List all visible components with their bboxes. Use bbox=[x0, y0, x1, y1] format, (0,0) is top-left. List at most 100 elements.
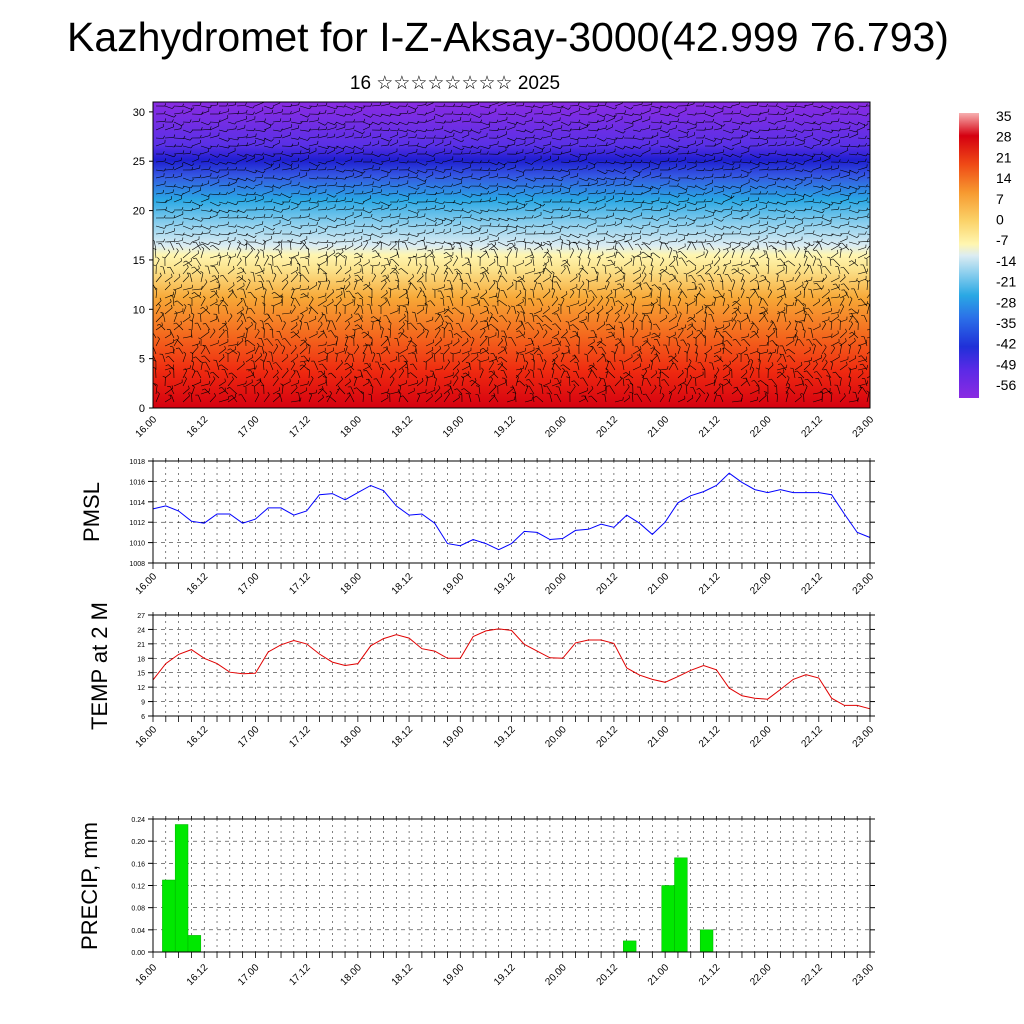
wind-barb bbox=[775, 248, 778, 259]
wind-barb-flag bbox=[698, 283, 702, 285]
wind-barb-flag bbox=[713, 138, 717, 142]
wind-barb bbox=[816, 249, 823, 259]
wind-barb-flag bbox=[524, 136, 527, 140]
wind-barb bbox=[794, 137, 804, 142]
wind-barb bbox=[452, 145, 463, 151]
wind-barb-flag bbox=[631, 112, 634, 116]
wind-barb bbox=[569, 250, 575, 259]
wind-barb bbox=[218, 145, 229, 149]
wind-barb bbox=[596, 324, 605, 331]
wind-barb-flag bbox=[416, 171, 419, 174]
wind-barb-flag bbox=[335, 335, 339, 338]
wind-barb-flag bbox=[353, 125, 355, 129]
wind-barb bbox=[389, 289, 392, 299]
wind-barb-flag bbox=[541, 166, 543, 170]
wind-barb bbox=[281, 282, 289, 291]
wind-barb bbox=[578, 126, 588, 131]
wind-barb bbox=[740, 121, 750, 125]
wind-barb-flag bbox=[634, 243, 638, 245]
wind-barb-flag bbox=[325, 150, 327, 154]
wind-barb bbox=[569, 225, 578, 227]
wind-barb-flag bbox=[435, 222, 437, 226]
wind-barb-flag bbox=[182, 237, 184, 241]
wind-barb bbox=[153, 332, 157, 339]
wind-barb bbox=[344, 169, 353, 172]
wind-barb-flag bbox=[397, 128, 400, 132]
wind-barb-flag bbox=[468, 112, 471, 116]
wind-barb-flag bbox=[299, 274, 303, 277]
wind-barb-flag bbox=[768, 245, 772, 248]
wind-barb bbox=[812, 209, 823, 214]
wind-barb bbox=[605, 292, 613, 299]
wind-barb bbox=[688, 260, 697, 267]
wind-barb bbox=[353, 129, 363, 134]
wind-barb-flag bbox=[758, 230, 760, 234]
wind-barb bbox=[740, 225, 750, 228]
wind-barb bbox=[758, 153, 769, 156]
wind-barb-flag bbox=[551, 130, 555, 133]
wind-barb-flag bbox=[769, 340, 773, 342]
wind-barb-flag bbox=[606, 297, 610, 300]
wind-barb bbox=[587, 231, 597, 235]
wind-barb-flag bbox=[490, 312, 493, 315]
wind-barb-flag bbox=[668, 167, 671, 171]
wind-barb bbox=[299, 288, 309, 291]
wind-barb-flag bbox=[865, 184, 868, 188]
wind-barb bbox=[623, 209, 632, 213]
wind-barb bbox=[560, 299, 565, 307]
wind-barb-flag bbox=[424, 222, 427, 226]
wind-barb bbox=[263, 185, 273, 188]
wind-barb-flag bbox=[632, 146, 635, 149]
wind-barb bbox=[272, 129, 281, 132]
wind-barb bbox=[587, 248, 592, 259]
wind-barb-flag bbox=[572, 289, 575, 293]
wind-barb-flag bbox=[391, 267, 395, 270]
wind-barb-flag bbox=[603, 177, 606, 180]
wind-barb-flag bbox=[353, 119, 355, 123]
wind-barb-flag bbox=[381, 205, 383, 209]
wind-barb-flag bbox=[506, 243, 510, 247]
wind-barb-flag bbox=[201, 285, 203, 289]
wind-barb-flag bbox=[324, 254, 328, 257]
wind-barb bbox=[542, 129, 553, 133]
wind-barb-flag bbox=[221, 296, 225, 300]
wind-barb bbox=[533, 137, 542, 140]
wind-barb bbox=[857, 225, 868, 229]
wind-barb bbox=[671, 273, 679, 283]
wind-barb bbox=[545, 324, 553, 331]
wind-barb bbox=[767, 291, 772, 299]
wind-barb-flag bbox=[404, 320, 408, 322]
wind-barb-flag bbox=[197, 250, 199, 254]
wind-barb bbox=[668, 209, 677, 212]
wind-barb bbox=[227, 232, 237, 235]
wind-barb-flag bbox=[274, 339, 278, 341]
wind-barb bbox=[371, 113, 381, 117]
wind-barb-flag bbox=[849, 193, 852, 197]
wind-barb-flag bbox=[168, 281, 171, 285]
wind-barb bbox=[596, 113, 605, 118]
wind-barb bbox=[830, 225, 839, 229]
wind-barb-flag bbox=[298, 190, 300, 194]
wind-barb bbox=[614, 290, 617, 299]
wind-barb bbox=[218, 233, 229, 236]
wind-barb bbox=[677, 200, 688, 203]
wind-barb bbox=[236, 127, 245, 131]
wind-barb bbox=[578, 301, 587, 307]
wind-barb bbox=[713, 268, 720, 275]
wind-barb bbox=[443, 175, 451, 179]
wind-barb bbox=[449, 296, 454, 307]
wind-barb bbox=[488, 161, 497, 166]
wind-barb-flag bbox=[811, 127, 814, 131]
wind-barb-flag bbox=[702, 119, 705, 123]
wind-barb bbox=[587, 217, 595, 221]
wind-barb-flag bbox=[290, 231, 292, 235]
wind-barb-flag bbox=[190, 199, 192, 203]
wind-barb bbox=[767, 322, 774, 331]
wind-barb bbox=[772, 340, 778, 347]
wind-barb-flag bbox=[820, 234, 824, 237]
wind-barb bbox=[200, 232, 210, 235]
wind-barb-flag bbox=[370, 233, 373, 236]
wind-barb bbox=[596, 161, 606, 164]
wind-barb-flag bbox=[425, 145, 428, 149]
wind-barb-flag bbox=[292, 297, 296, 299]
